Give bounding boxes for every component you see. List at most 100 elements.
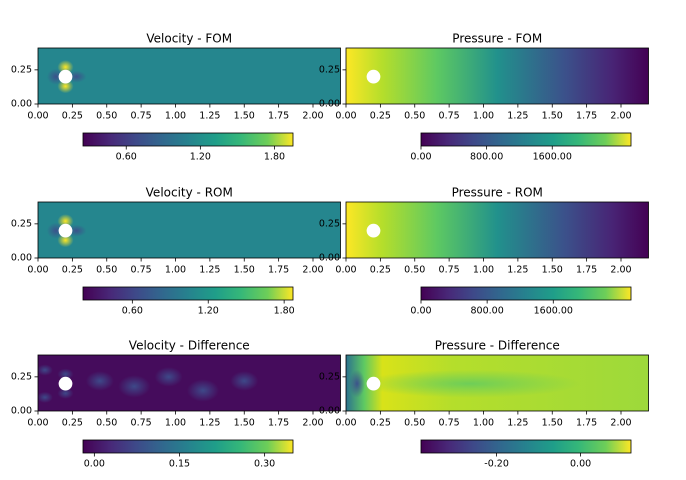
field-blob [57,387,74,399]
field-blob [38,391,53,403]
colorbar-tick-label: 1.80 [264,152,285,163]
colorbar-tick-label: 0.60 [122,306,143,317]
field-wake [359,369,580,398]
colorbar-tick-label: 0.15 [169,459,190,470]
colorbar-tick-label: 800.00 [470,152,503,163]
x-tick-label: 1.50 [542,265,563,276]
field-blob [38,364,53,376]
field-low [349,369,365,398]
axes-frame [345,47,649,105]
x-tick-label: 2.00 [610,111,631,122]
heatmap [38,355,341,411]
x-tick-label: 0.25 [370,111,391,122]
colorbar [420,132,632,147]
colorbar-tick-label: -0.20 [484,459,509,470]
y-tick-label: 0.25 [11,218,32,229]
x-tick-label: 0.25 [62,418,83,429]
colorbar-tick-label: 0.00 [84,459,105,470]
field [38,202,341,258]
colorbar [82,132,294,147]
y-tick-label: 0.00 [11,253,32,264]
x-tick-label: 0.25 [370,418,391,429]
colorbar [82,286,294,301]
x-tick-label: 2.00 [610,265,631,276]
field-blob [57,368,74,380]
panel-title: Pressure - Difference [435,339,560,353]
field [346,202,649,258]
heatmap [346,202,649,258]
y-tick-label: 0.25 [319,218,340,229]
x-tick-label: 0.75 [131,111,152,122]
cylinder [58,223,73,238]
x-tick-label: 0.25 [62,265,83,276]
axes-frame [37,47,341,105]
axes-frame [345,201,649,259]
x-tick-label: 1.00 [473,111,494,122]
colorbar-tick-label: 1.80 [274,306,295,317]
y-tick-label: 0.00 [319,406,340,417]
colorbar [420,439,632,454]
colorbar [82,439,294,454]
x-tick-label: 1.25 [507,265,528,276]
x-tick-label: 1.00 [165,418,186,429]
x-tick-label: 1.25 [507,418,528,429]
cylinder [58,376,73,391]
colorbar-tick-label: 800.00 [471,306,504,317]
x-tick-label: 1.75 [576,265,597,276]
x-tick-label: 1.50 [542,111,563,122]
cylinder [58,69,73,84]
x-tick-label: 0.00 [27,265,48,276]
axes-frame [37,201,341,259]
x-tick-label: 0.25 [62,111,83,122]
x-tick-label: 1.00 [165,265,186,276]
y-tick-label: 0.00 [319,99,340,110]
x-tick-label: 1.25 [199,111,220,122]
panel-title: Pressure - FOM [452,32,542,46]
colorbar-tick-label: 1600.00 [533,152,572,163]
heatmap [346,48,649,104]
x-tick-label: 0.75 [439,111,460,122]
x-tick-label: 0.50 [404,265,425,276]
x-tick-label: 1.50 [234,418,255,429]
field-blob [230,371,259,391]
axes-frame [37,354,341,412]
x-tick-label: 1.75 [268,265,289,276]
field-blob [118,375,151,398]
x-tick-label: 1.00 [473,265,494,276]
x-tick-label: 0.00 [27,418,48,429]
cylinder [366,376,381,391]
colorbar-tick-label: 0.30 [254,459,275,470]
heatmap [346,355,649,411]
field [38,48,341,104]
x-tick-label: 0.50 [96,418,117,429]
x-tick-label: 0.50 [404,418,425,429]
x-tick-label: 1.00 [473,418,494,429]
y-tick-label: 0.25 [319,371,340,382]
x-tick-label: 1.75 [268,111,289,122]
x-tick-label: 2.00 [302,418,323,429]
y-tick-label: 0.25 [11,64,32,75]
axes-frame [345,354,649,412]
x-tick-label: 0.75 [439,418,460,429]
cylinder [366,223,381,238]
field-blob [154,367,183,387]
heatmap [38,48,341,104]
colorbar-tick-label: 1600.00 [534,306,573,317]
x-tick-label: 0.75 [131,265,152,276]
x-tick-label: 2.00 [302,111,323,122]
colorbar [420,286,632,301]
colorbar-tick-label: 0.00 [410,306,431,317]
heatmap [38,202,341,258]
x-tick-label: 1.75 [268,418,289,429]
panel-title: Pressure - ROM [452,186,543,200]
x-tick-label: 0.50 [96,265,117,276]
x-tick-label: 0.50 [96,111,117,122]
colorbar-tick-label: 1.20 [190,152,211,163]
panel-title: Velocity - ROM [146,186,233,200]
x-tick-label: 1.00 [165,111,186,122]
y-tick-label: 0.00 [11,99,32,110]
x-tick-label: 0.00 [27,111,48,122]
x-tick-label: 1.25 [199,265,220,276]
x-tick-label: 0.25 [370,265,391,276]
